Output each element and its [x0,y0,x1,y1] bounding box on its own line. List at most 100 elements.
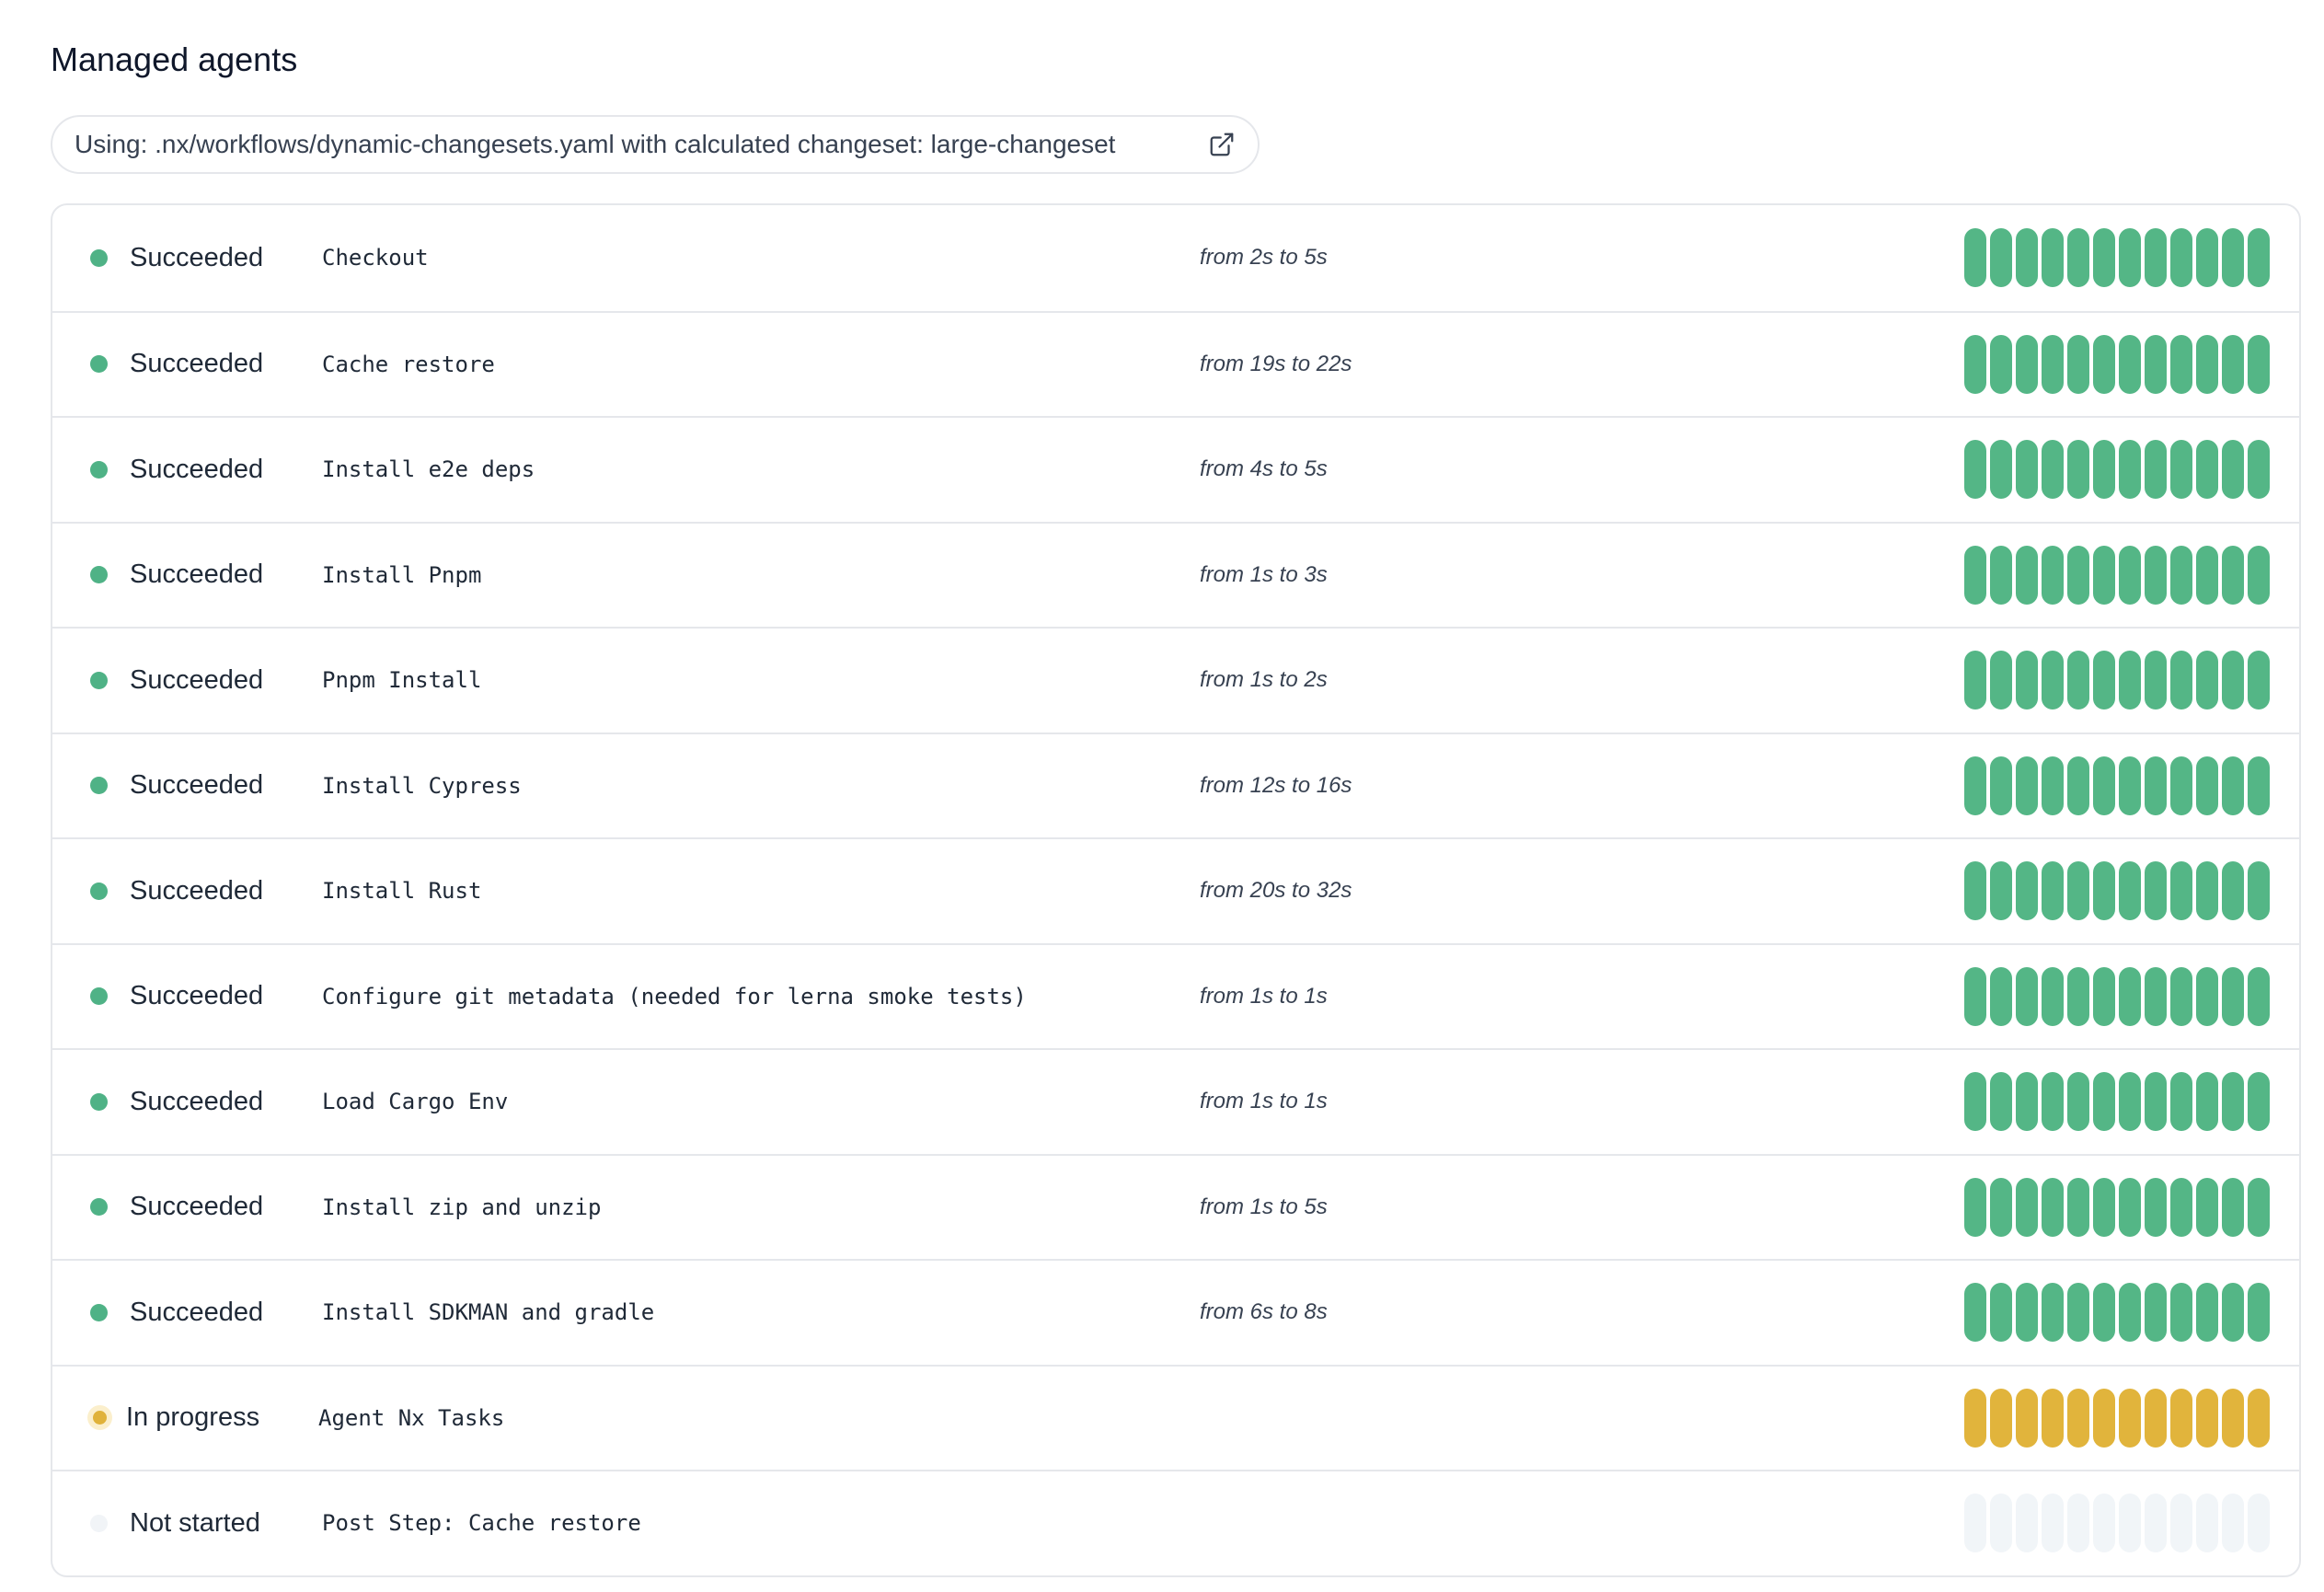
agent-status-bar[interactable] [2119,1177,2141,1237]
agent-status-bar[interactable] [2042,861,2064,921]
agent-status-bar[interactable] [2042,756,2064,815]
agent-status-bar[interactable] [2093,861,2115,921]
agent-status-bar[interactable] [2145,966,2167,1026]
agent-status-bar[interactable] [2222,1283,2244,1343]
agent-status-bar[interactable] [2145,545,2167,605]
agent-status-bar[interactable] [2067,1283,2089,1343]
agent-status-bar[interactable] [2016,651,2038,710]
agent-status-bar[interactable] [2067,966,2089,1026]
agent-status-bar[interactable] [2016,1072,2038,1132]
agent-status-bar[interactable] [2067,1494,2089,1553]
agent-status-bar[interactable] [1990,756,2012,815]
agent-status-bar[interactable] [2042,651,2064,710]
agent-status-bar[interactable] [2248,440,2270,500]
agent-status-bar[interactable] [1990,1177,2012,1237]
agent-status-bar[interactable] [2016,1177,2038,1237]
agent-status-bar[interactable] [2248,861,2270,921]
agent-status-bar[interactable] [2119,1494,2141,1553]
agent-status-bar[interactable] [2042,966,2064,1026]
agent-status-bar[interactable] [2145,440,2167,500]
agent-status-bar[interactable] [2145,334,2167,394]
agent-status-bar[interactable] [2222,1388,2244,1448]
agent-status-bar[interactable] [1990,651,2012,710]
agent-status-bar[interactable] [1990,1494,2012,1553]
agent-status-bar[interactable] [2248,1283,2270,1343]
agent-status-bar[interactable] [2196,651,2218,710]
agent-status-bar[interactable] [2067,756,2089,815]
agent-status-bar[interactable] [2170,545,2192,605]
agent-status-bar[interactable] [1964,334,1986,394]
agent-status-bar[interactable] [2145,228,2167,288]
agent-status-bar[interactable] [2196,1283,2218,1343]
agent-status-bar[interactable] [2196,440,2218,500]
agent-status-bar[interactable] [2170,651,2192,710]
agent-status-bar[interactable] [1990,861,2012,921]
agent-status-bar[interactable] [1964,861,1986,921]
agent-status-bar[interactable] [2119,440,2141,500]
agent-status-bar[interactable] [1990,228,2012,288]
agent-status-bar[interactable] [2119,966,2141,1026]
agent-status-bar[interactable] [2170,228,2192,288]
agent-status-bar[interactable] [2145,1283,2167,1343]
agent-status-bar[interactable] [1964,440,1986,500]
agent-status-bar[interactable] [2016,861,2038,921]
agent-status-bar[interactable] [2222,228,2244,288]
agent-status-bar[interactable] [1964,756,1986,815]
agent-status-bar[interactable] [2042,1494,2064,1553]
agent-status-bar[interactable] [2119,861,2141,921]
agent-status-bar[interactable] [2196,861,2218,921]
agent-status-bar[interactable] [2222,1072,2244,1132]
agent-status-bar[interactable] [2222,861,2244,921]
step-row[interactable]: Succeeded Install Rust from 20s to 32s [52,837,2299,943]
agent-status-bar[interactable] [2170,1388,2192,1448]
agent-status-bar[interactable] [2222,334,2244,394]
agent-status-bar[interactable] [2222,1494,2244,1553]
agent-status-bar[interactable] [2093,228,2115,288]
agent-status-bar[interactable] [1990,1283,2012,1343]
agent-status-bar[interactable] [2196,334,2218,394]
agent-status-bar[interactable] [2248,545,2270,605]
agent-status-bar[interactable] [2196,1072,2218,1132]
agent-status-bar[interactable] [2067,1177,2089,1237]
agent-status-bar[interactable] [2067,651,2089,710]
agent-status-bar[interactable] [2119,545,2141,605]
step-row[interactable]: Not started Post Step: Cache restore [52,1470,2299,1575]
agent-status-bar[interactable] [2170,1072,2192,1132]
step-row[interactable]: Succeeded Pnpm Install from 1s to 2s [52,627,2299,733]
step-row[interactable]: Succeeded Configure git metadata (needed … [52,942,2299,1049]
agent-status-bar[interactable] [1964,1388,1986,1448]
agent-status-bar[interactable] [2093,545,2115,605]
agent-status-bar[interactable] [2248,1177,2270,1237]
step-row[interactable]: Succeeded Load Cargo Env from 1s to 1s [52,1048,2299,1154]
agent-status-bar[interactable] [2016,440,2038,500]
agent-status-bar[interactable] [2042,1177,2064,1237]
agent-status-bar[interactable] [2093,1072,2115,1132]
agent-status-bar[interactable] [2119,1283,2141,1343]
agent-status-bar[interactable] [2093,1388,2115,1448]
agent-status-bar[interactable] [2222,440,2244,500]
agent-status-bar[interactable] [2042,334,2064,394]
agent-status-bar[interactable] [2196,966,2218,1026]
agent-status-bar[interactable] [2248,228,2270,288]
agent-status-bar[interactable] [2067,334,2089,394]
agent-status-bar[interactable] [2196,1388,2218,1448]
agent-status-bar[interactable] [1964,1177,1986,1237]
agent-status-bar[interactable] [2145,1072,2167,1132]
agent-status-bar[interactable] [2042,228,2064,288]
agent-status-bar[interactable] [2093,756,2115,815]
agent-status-bar[interactable] [2170,861,2192,921]
agent-status-bar[interactable] [2042,1072,2064,1132]
agent-status-bar[interactable] [2016,1494,2038,1553]
agent-status-bar[interactable] [1964,1283,1986,1343]
agent-status-bar[interactable] [2170,334,2192,394]
agent-status-bar[interactable] [2196,228,2218,288]
agent-status-bar[interactable] [2170,756,2192,815]
agent-status-bar[interactable] [2119,228,2141,288]
agent-status-bar[interactable] [2196,756,2218,815]
agent-status-bar[interactable] [2145,1388,2167,1448]
agent-status-bar[interactable] [2170,966,2192,1026]
agent-status-bar[interactable] [2119,1388,2141,1448]
agent-status-bar[interactable] [2119,334,2141,394]
agent-status-bar[interactable] [2145,1177,2167,1237]
agent-status-bar[interactable] [2016,228,2038,288]
